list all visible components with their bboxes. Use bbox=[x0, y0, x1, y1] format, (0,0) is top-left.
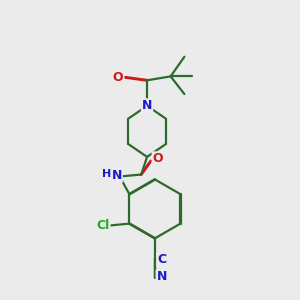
Text: O: O bbox=[112, 71, 123, 84]
Text: H: H bbox=[102, 169, 112, 178]
Text: N: N bbox=[112, 169, 122, 182]
Text: N: N bbox=[142, 99, 152, 112]
Text: C: C bbox=[157, 254, 166, 266]
Text: O: O bbox=[153, 152, 163, 165]
Text: N: N bbox=[157, 270, 167, 283]
Text: Cl: Cl bbox=[96, 219, 110, 232]
